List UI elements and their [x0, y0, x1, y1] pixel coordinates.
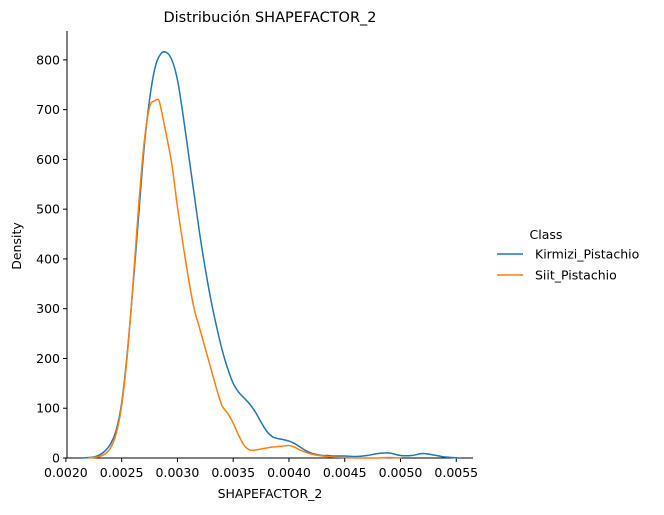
series-line-siit-pistachio — [87, 98, 402, 459]
chart-title: Distribución SHAPEFACTOR_2 — [163, 10, 376, 26]
x-tick-label: 0.0050 — [379, 465, 423, 480]
y-tick-label: 800 — [36, 52, 60, 67]
legend-label-siit-pistachio: Siit_Pistachio — [535, 268, 617, 283]
y-axis-label: Density — [9, 222, 24, 270]
y-tick-label: 100 — [36, 401, 60, 416]
legend-label-kirmizi-pistachio: Kirmizi_Pistachio — [535, 247, 639, 262]
legend-title: Class — [530, 227, 563, 242]
y-tick-label: 300 — [36, 301, 60, 316]
x-tick-label: 0.0030 — [156, 465, 200, 480]
y-tick-label: 700 — [36, 102, 60, 117]
y-tick-label: 500 — [36, 202, 60, 217]
x-tick-label: 0.0040 — [267, 465, 311, 480]
series-line-kirmizi-pistachio — [81, 51, 461, 459]
x-tick-label: 0.0045 — [323, 465, 367, 480]
y-tick-label: 600 — [36, 152, 60, 167]
legend: Class Kirmizi_Pistachio Siit_Pistachio — [497, 227, 639, 283]
y-tick-label: 400 — [36, 251, 60, 266]
axes-layer: 0.0020 0.0025 0.0030 0.0035 0.0040 0.0045 0.00… — [36, 31, 478, 480]
y-tick-label: 200 — [36, 351, 60, 366]
series-layer — [81, 51, 461, 459]
y-tick-label: 0 — [52, 451, 60, 466]
x-tick-label: 0.0055 — [434, 465, 478, 480]
x-tick-label: 0.0025 — [100, 465, 144, 480]
x-tick-label: 0.0020 — [44, 465, 88, 480]
x-tick-label: 0.0035 — [211, 465, 255, 480]
x-axis-label: SHAPEFACTOR_2 — [218, 486, 323, 501]
